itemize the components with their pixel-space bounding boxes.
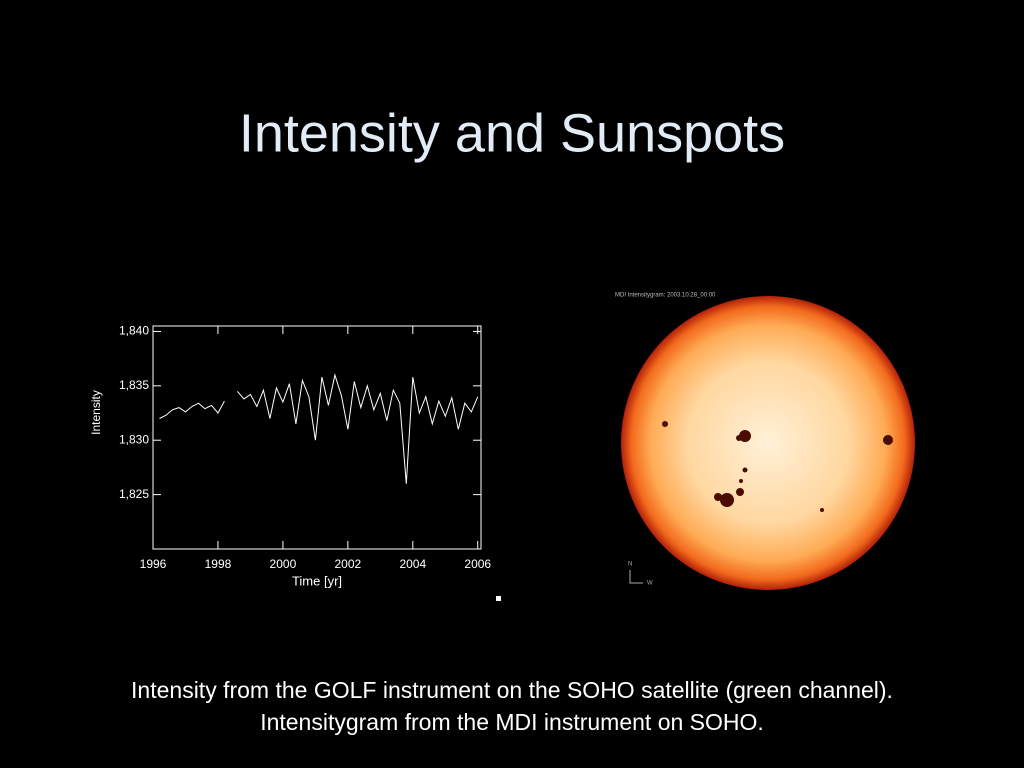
compass-north: N: [628, 562, 632, 568]
image-label: MDI Intensitygram: 2003.10.28_00:00: [615, 293, 716, 299]
x-tick-label: 2000: [270, 557, 297, 571]
marker: [496, 596, 501, 601]
caption-line: Intensity from the GOLF instrument on th…: [131, 677, 893, 703]
data-line: [159, 373, 479, 484]
x-axis-label: Time [yr]: [292, 573, 342, 588]
y-tick-label: 1,840: [119, 324, 149, 338]
compass-arrows: [629, 570, 643, 584]
x-tick-label: 2004: [399, 557, 426, 571]
y-tick-label: 1,835: [119, 378, 149, 392]
sun-disk: [621, 296, 915, 590]
plot-frame: [152, 325, 482, 550]
sunspots: [662, 421, 893, 512]
x-tick-label: 1996: [140, 557, 167, 571]
x-tick-label: 1998: [205, 557, 232, 571]
x-tick-label: 2006: [464, 557, 491, 571]
sun-image: MDI Intensitygram: 2003.10.28_00:00 N W: [615, 293, 915, 590]
y-tick-label: 1,830: [119, 432, 149, 446]
compass-west: W: [647, 581, 653, 587]
x-tick-label: 2002: [334, 557, 361, 571]
chart: 1996 1998 2000 2002 2004 2006 1,825 1,830 1,835 1…: [89, 324, 491, 589]
y-axis-label: Intensity: [89, 390, 103, 435]
slide-title: Intensity and Sunspots: [239, 103, 785, 163]
caption-line: Intensitygram from the MDI instrument on…: [260, 709, 764, 735]
y-tick-label: 1,825: [119, 487, 149, 501]
